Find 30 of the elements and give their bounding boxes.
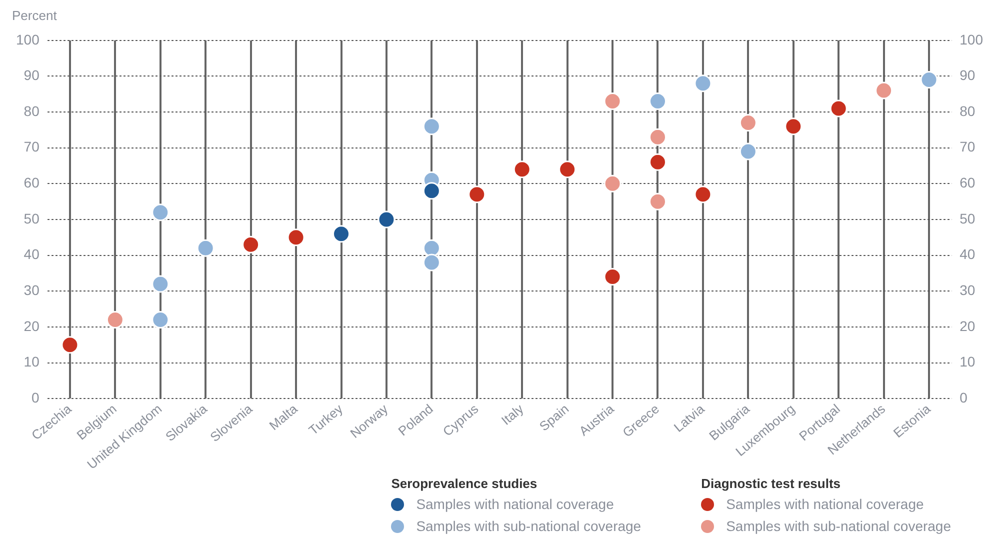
y-tick-label: 90 xyxy=(24,67,40,84)
y-tick-label: 30 xyxy=(24,282,40,298)
y-tick-label: 20 xyxy=(24,318,40,334)
legend-label: Samples with national coverage xyxy=(726,496,924,512)
y2-tick-label: 80 xyxy=(960,102,976,119)
y2-tick-label: 0 xyxy=(960,389,968,406)
y2-tick-label: 60 xyxy=(960,174,976,191)
y2-tick-label: 50 xyxy=(960,210,976,226)
y-tick-label: 10 xyxy=(24,354,40,370)
text: Seroprevalence studies xyxy=(391,476,538,491)
y2-tick-label: 100 xyxy=(960,31,984,48)
y2-tick-label: 20 xyxy=(960,318,976,334)
y-tick-label: 70 xyxy=(24,138,40,155)
y-tick-label: 80 xyxy=(24,102,40,119)
x-tick-label: Italy xyxy=(498,400,527,428)
y-tick-label: 100 xyxy=(16,31,40,48)
y2-tick-label: 70 xyxy=(960,138,976,155)
y-tick-label: 40 xyxy=(24,246,40,262)
y-axis-title: Percent xyxy=(11,8,58,24)
y2-tick-label: 10 xyxy=(960,354,976,370)
legend-label: Samples with sub-national coverage xyxy=(416,518,642,534)
y2-tick-label: 30 xyxy=(960,282,976,298)
y-tick-label: 50 xyxy=(24,210,40,226)
y-tick-label: 60 xyxy=(24,174,40,191)
y2-tick-label: 40 xyxy=(960,246,976,262)
y-tick-label: 0 xyxy=(32,389,40,406)
text: Diagnostic test results xyxy=(701,476,842,491)
legend-label: Samples with national coverage xyxy=(416,496,614,512)
legend-label: Samples with sub-national coverage xyxy=(726,518,951,534)
y2-tick-label: 90 xyxy=(960,67,976,84)
